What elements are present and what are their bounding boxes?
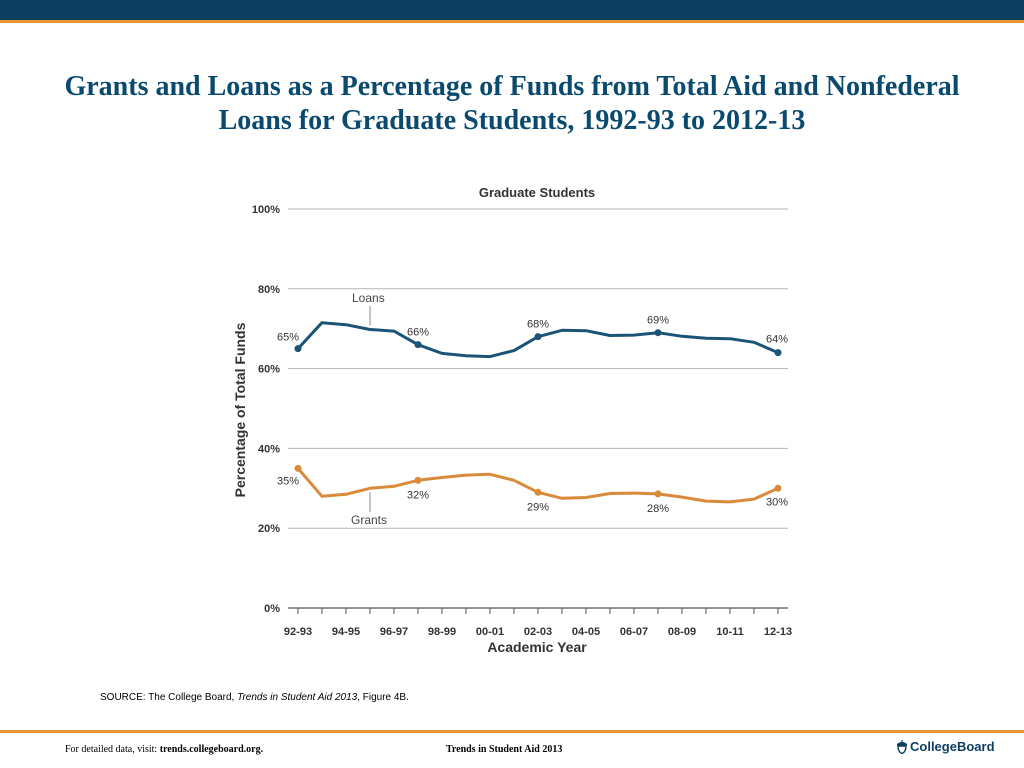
loans-data-point	[414, 341, 422, 349]
college-board-logo: CollegeBoard	[896, 739, 995, 754]
source-prefix: SOURCE: The College Board,	[100, 692, 238, 703]
grants-data-point	[414, 476, 422, 484]
grants-data-point	[654, 490, 662, 498]
loans-callout-label: Loans	[352, 291, 385, 305]
chart-gridlines	[288, 208, 788, 529]
grants-callout-label: Grants	[351, 513, 387, 527]
y-tick-label: 40%	[258, 443, 280, 455]
logo-text: CollegeBoard	[910, 739, 995, 754]
y-axis-label: Percentage of Total Funds	[232, 322, 248, 497]
y-tick-label: 20%	[258, 523, 280, 535]
x-tick-label: 06-07	[620, 626, 648, 638]
loans-data-point	[294, 345, 302, 353]
grants-data-label: 35%	[277, 475, 299, 487]
x-tick-label: 00-01	[476, 626, 504, 638]
x-tick-label: 08-09	[668, 626, 696, 638]
bottom-accent-stripe	[0, 730, 1024, 733]
loans-data-point	[774, 349, 782, 357]
x-tick-label: 12-13	[764, 626, 792, 638]
loans-data-point	[654, 329, 662, 337]
x-tick-label: 10-11	[716, 626, 744, 638]
x-tick-label: 02-03	[524, 626, 552, 638]
slide-title: Grants and Loans as a Percentage of Fund…	[64, 71, 960, 136]
acorn-icon	[897, 739, 907, 754]
x-axis-label: Academic Year	[487, 639, 587, 655]
footer-link[interactable]: trends.collegeboard.org.	[159, 744, 264, 755]
y-tick-label: 0%	[264, 603, 280, 615]
x-tick-label: 98-99	[428, 626, 456, 638]
grants-data-point	[294, 464, 302, 472]
x-tick-label: 92-93	[284, 626, 312, 638]
loans-data-point	[534, 333, 542, 341]
grants-data-label: 32%	[407, 489, 429, 501]
y-tick-label: 100%	[252, 204, 280, 216]
grants-data-label: 30%	[766, 496, 788, 508]
top-banner-bar	[0, 0, 1024, 20]
grants-data-point	[534, 488, 542, 496]
footer-data-link-text: For detailed data, visit: trends.college…	[65, 744, 263, 755]
source-suffix: , Figure 4B.	[357, 692, 409, 703]
top-accent-stripe	[0, 20, 1024, 23]
grants-data-point	[774, 484, 782, 492]
chart-title: Graduate Students	[479, 185, 595, 200]
y-tick-label: 60%	[258, 364, 280, 376]
footer-prefix: For detailed data, visit:	[65, 744, 160, 755]
source-publication: Trends in Student Aid 2013	[237, 692, 358, 703]
chart-data-labels: 65% 66% 68% 69% 64% 35% 32% 29% 28% 30%	[277, 315, 788, 515]
grants-data-label: 29%	[527, 501, 549, 513]
line-chart: Graduate Students 0% 20% 40% 60% 80% 100% 92-…	[232, 185, 792, 655]
loans-data-label: 68%	[527, 319, 549, 331]
loans-data-label: 66%	[407, 327, 429, 339]
x-axis: 92-93 94-95 96-97 98-99 00-01 02-03 04-05 06-07…	[284, 607, 792, 638]
source-note: SOURCE: The College Board, Trends in Stu…	[100, 692, 409, 703]
series-callouts: Loans Grants	[351, 291, 387, 527]
loans-data-label: 64%	[766, 334, 788, 346]
y-axis-tick-labels: 0% 20% 40% 60% 80% 100%	[252, 204, 280, 615]
footer-publication: Trends in Student Aid 2013	[446, 744, 563, 755]
y-tick-label: 80%	[258, 284, 280, 296]
x-tick-label: 94-95	[332, 626, 360, 638]
chart-series	[294, 321, 782, 504]
loans-data-label: 69%	[647, 315, 669, 327]
grants-data-label: 28%	[647, 503, 669, 515]
loans-data-label: 65%	[277, 332, 299, 344]
x-tick-label: 04-05	[572, 626, 600, 638]
x-tick-label: 96-97	[380, 626, 408, 638]
